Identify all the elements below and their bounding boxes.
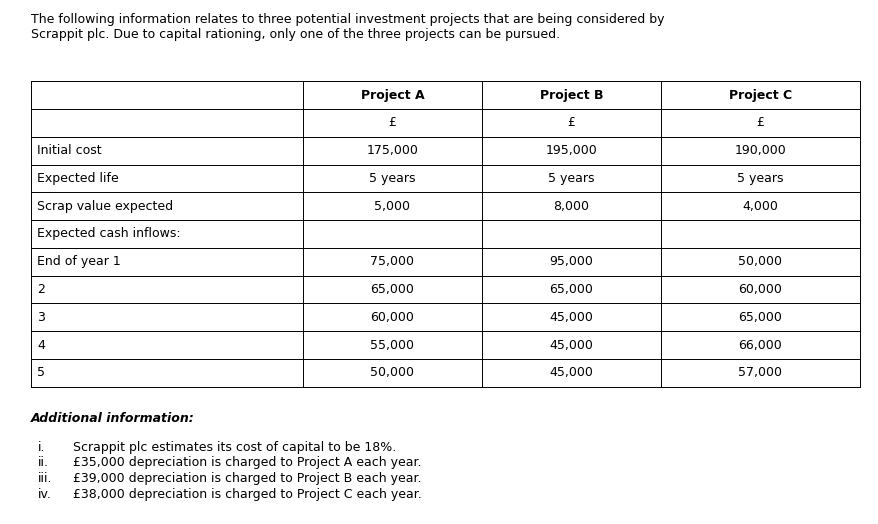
Text: Expected cash inflows:: Expected cash inflows:: [37, 227, 180, 241]
Text: £: £: [388, 116, 396, 129]
Text: The following information relates to three potential investment projects that ar: The following information relates to thr…: [31, 13, 664, 41]
Text: 60,000: 60,000: [738, 283, 781, 296]
Text: 195,000: 195,000: [545, 144, 596, 157]
Text: 8,000: 8,000: [553, 200, 588, 213]
Text: iii.: iii.: [38, 472, 52, 485]
Text: 5 years: 5 years: [737, 172, 782, 185]
Text: Initial cost: Initial cost: [37, 144, 102, 157]
Text: ii.: ii.: [38, 456, 49, 470]
Text: 66,000: 66,000: [738, 339, 781, 352]
Text: 75,000: 75,000: [370, 255, 414, 268]
Text: 95,000: 95,000: [549, 255, 593, 268]
Text: 50,000: 50,000: [738, 255, 781, 268]
Text: Project A: Project A: [360, 89, 424, 102]
Text: i.: i.: [38, 441, 46, 454]
Text: End of year 1: End of year 1: [37, 255, 120, 268]
Text: 4,000: 4,000: [742, 200, 777, 213]
Text: 60,000: 60,000: [371, 311, 414, 324]
Text: £39,000 depreciation is charged to Project B each year.: £39,000 depreciation is charged to Proje…: [73, 472, 421, 485]
Text: 5: 5: [37, 366, 45, 379]
Text: Scrap value expected: Scrap value expected: [37, 200, 173, 213]
Text: 5 years: 5 years: [548, 172, 594, 185]
Text: 175,000: 175,000: [366, 144, 418, 157]
Text: Expected life: Expected life: [37, 172, 119, 185]
Text: £: £: [756, 116, 763, 129]
Text: iv.: iv.: [38, 488, 52, 501]
Text: 3: 3: [37, 311, 45, 324]
Text: £38,000 depreciation is charged to Project C each year.: £38,000 depreciation is charged to Proje…: [73, 488, 421, 501]
Text: 45,000: 45,000: [549, 366, 593, 379]
Text: Scrappit plc estimates its cost of capital to be 18%.: Scrappit plc estimates its cost of capit…: [73, 441, 396, 454]
Text: 50,000: 50,000: [370, 366, 414, 379]
Text: £35,000 depreciation is charged to Project A each year.: £35,000 depreciation is charged to Proje…: [73, 456, 421, 470]
Text: 5,000: 5,000: [374, 200, 410, 213]
Text: 65,000: 65,000: [738, 311, 781, 324]
Text: 45,000: 45,000: [549, 339, 593, 352]
Text: Additional information:: Additional information:: [31, 412, 194, 425]
Text: Project C: Project C: [728, 89, 791, 102]
Text: 65,000: 65,000: [549, 283, 593, 296]
Text: 5 years: 5 years: [369, 172, 415, 185]
Text: 190,000: 190,000: [734, 144, 785, 157]
Text: 55,000: 55,000: [370, 339, 414, 352]
Text: 65,000: 65,000: [371, 283, 414, 296]
Text: 2: 2: [37, 283, 45, 296]
Text: 57,000: 57,000: [738, 366, 781, 379]
Text: Project B: Project B: [539, 89, 602, 102]
Text: 45,000: 45,000: [549, 311, 593, 324]
Text: 4: 4: [37, 339, 45, 352]
Text: £: £: [567, 116, 574, 129]
